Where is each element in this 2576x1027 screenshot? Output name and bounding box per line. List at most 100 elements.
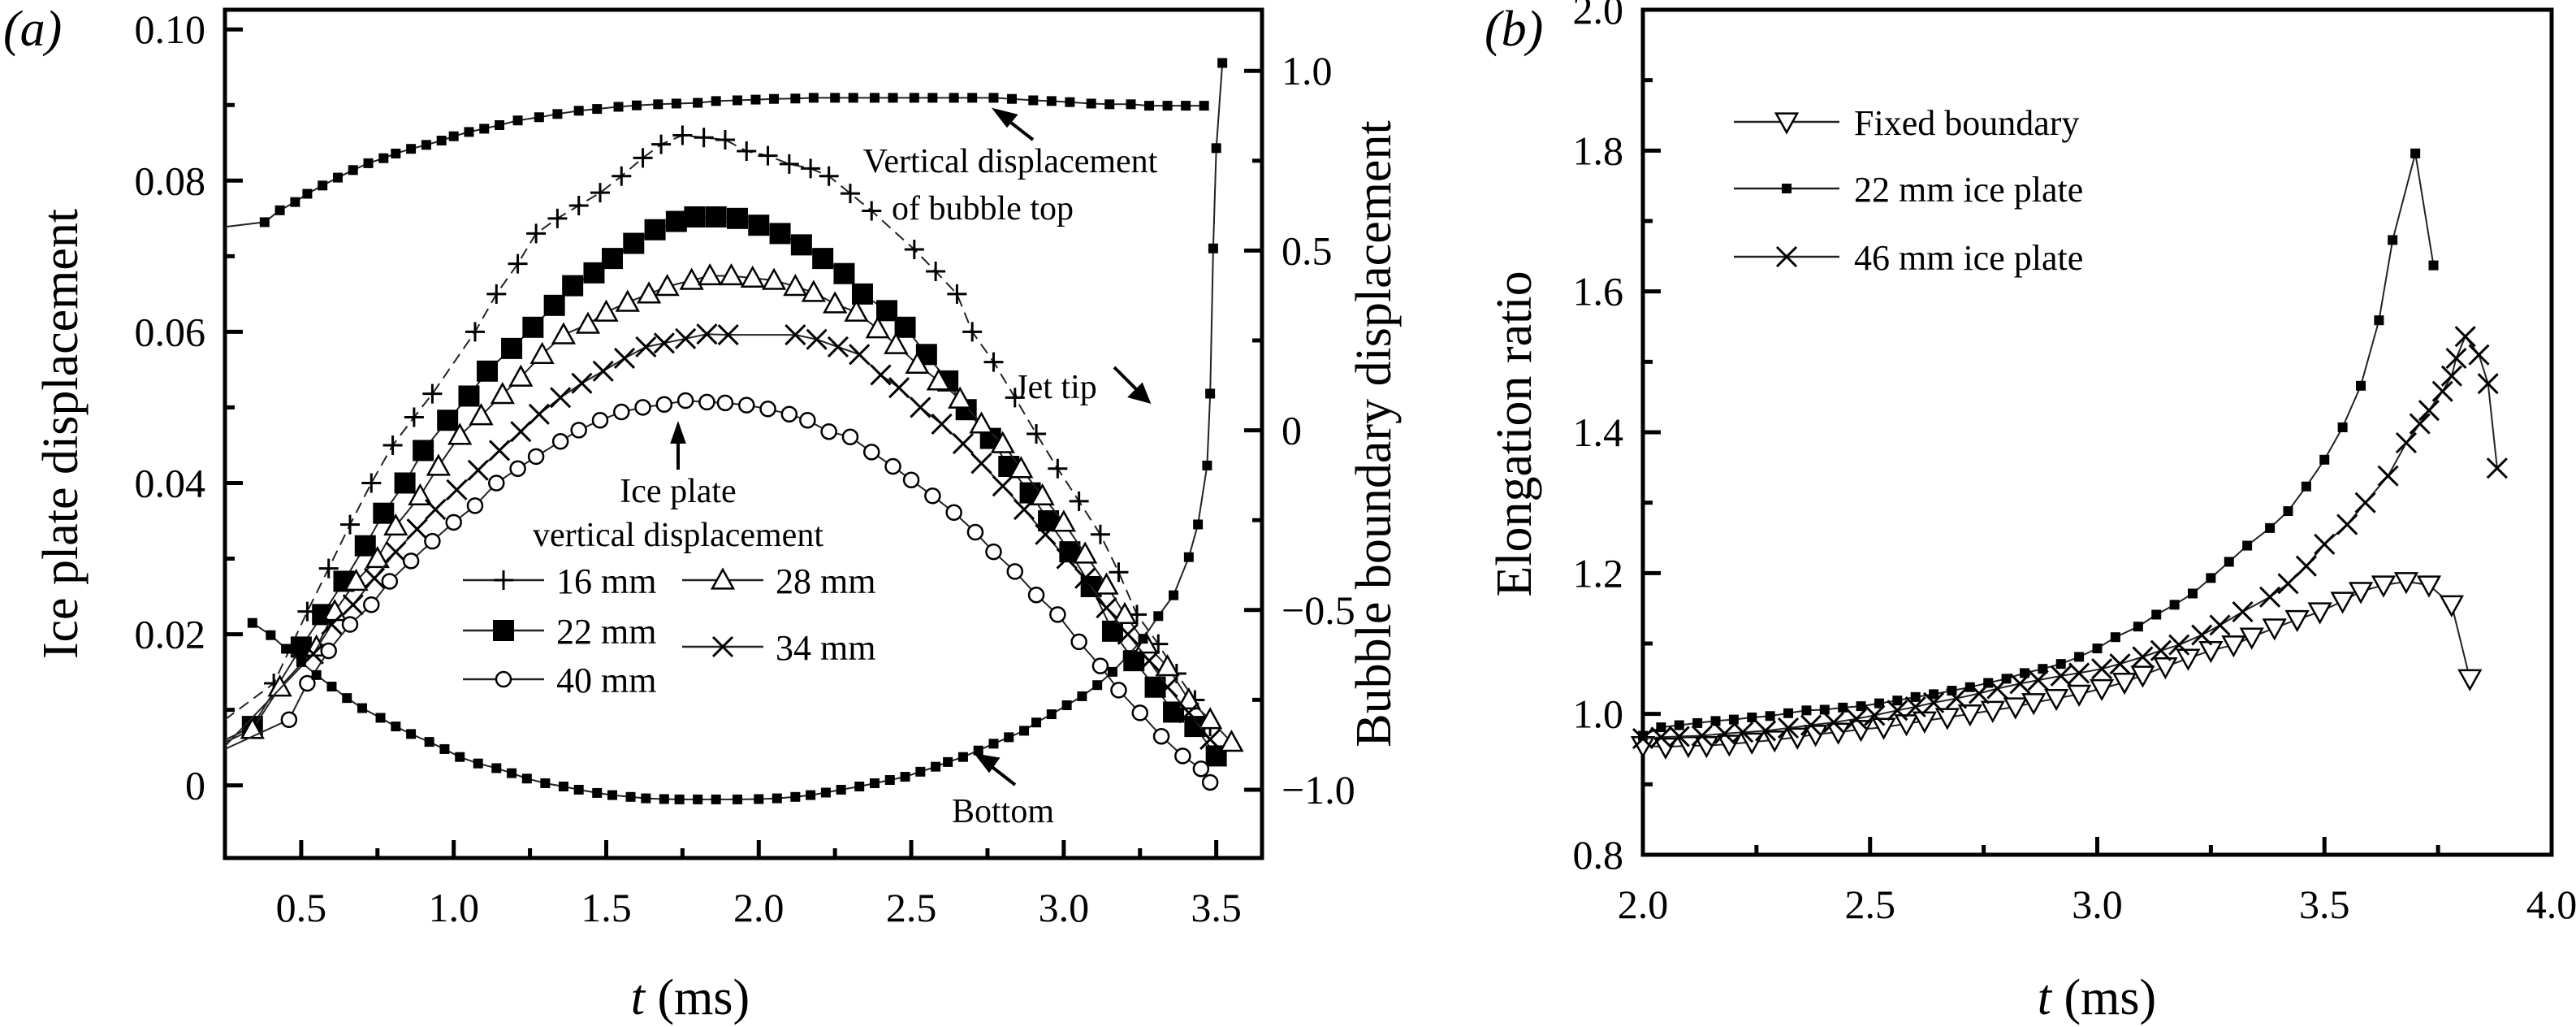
data-point xyxy=(1714,722,1735,744)
x-tick-label: 1.5 xyxy=(581,885,632,930)
data-point xyxy=(422,384,443,404)
data-point xyxy=(280,711,298,728)
data-point xyxy=(613,403,630,421)
data-point xyxy=(320,642,337,660)
data-point xyxy=(1934,708,1960,730)
data-point xyxy=(406,144,417,154)
data-point xyxy=(2198,641,2224,664)
data-point xyxy=(693,794,703,804)
data-point xyxy=(348,165,358,176)
data-point xyxy=(583,262,605,284)
data-point xyxy=(841,428,859,445)
data-point xyxy=(957,752,968,762)
xlabel-unit: (ms) xyxy=(2051,970,2156,1025)
data-point xyxy=(705,206,727,228)
data-point xyxy=(2221,635,2246,658)
legend: Fixed boundary 22 mm ice plate 46 mm ice p… xyxy=(1734,103,2083,278)
panel-a-y2label: Bubble boundary displacement xyxy=(1346,120,1402,747)
legend-marker xyxy=(711,635,734,658)
legend-item: 22 mm ice plate xyxy=(1734,170,2083,210)
data-point xyxy=(2336,514,2358,535)
data-point xyxy=(693,98,703,108)
data-point xyxy=(1199,101,1209,111)
data-point xyxy=(970,453,992,474)
data-point xyxy=(1964,682,1975,692)
y-tick-label: 1.4 xyxy=(1573,410,1624,455)
data-point xyxy=(2486,457,2508,479)
data-point xyxy=(840,184,860,204)
data-point xyxy=(424,737,434,748)
data-point xyxy=(1674,720,1684,730)
data-point xyxy=(779,154,799,174)
data-point xyxy=(1201,774,1219,791)
data-point xyxy=(1056,548,1078,570)
data-point xyxy=(1156,676,1178,698)
data-point xyxy=(421,140,431,150)
data-point xyxy=(823,291,848,314)
data-point xyxy=(808,93,819,103)
data-point xyxy=(849,344,871,366)
data-point xyxy=(607,790,617,800)
data-point xyxy=(836,784,846,795)
y-tick-label: 0.02 xyxy=(135,612,206,657)
data-point xyxy=(562,275,584,297)
data-point xyxy=(1980,700,2005,723)
data-point xyxy=(1632,727,1654,750)
data-point xyxy=(2348,582,2374,604)
data-point xyxy=(679,267,704,290)
y2-tick-label: 1.0 xyxy=(1282,48,1333,93)
data-point xyxy=(888,93,898,103)
legend-item: 34 mm xyxy=(682,628,875,668)
data-point xyxy=(385,541,407,563)
data-point xyxy=(267,674,292,697)
annotation-top-2: of bubble top xyxy=(892,190,1074,228)
data-point xyxy=(876,300,898,322)
y2-tick-label: −1.0 xyxy=(1282,767,1355,812)
data-point xyxy=(1174,748,1191,765)
series-line xyxy=(1642,335,2498,739)
data-point xyxy=(1091,657,1109,674)
data-point xyxy=(2027,670,2049,691)
data-point xyxy=(1819,704,1830,715)
data-point xyxy=(1090,524,1110,544)
data-point xyxy=(2354,492,2376,514)
data-point xyxy=(2176,648,2201,671)
data-point xyxy=(1694,736,1719,759)
data-point xyxy=(790,234,812,256)
y-tick-label: 0 xyxy=(185,763,205,808)
data-point xyxy=(2224,557,2234,567)
data-point xyxy=(2021,693,2047,716)
data-point xyxy=(812,248,834,270)
data-point xyxy=(655,273,680,297)
data-point xyxy=(1046,709,1057,720)
data-point xyxy=(2457,669,2483,691)
data-point xyxy=(521,774,532,784)
data-point xyxy=(2410,148,2421,158)
data-point xyxy=(969,411,994,434)
data-point xyxy=(266,630,276,640)
panel-a: 0.5 1.0 1.5 2.0 2.5 3.0 3.5 0 0.02 0.04 0.06 0.08 0.… xyxy=(135,6,1355,930)
legend-item: 28 mm xyxy=(682,561,875,601)
data-point xyxy=(551,433,569,450)
panel-a-xlabel: t (ms) xyxy=(631,970,750,1025)
data-point xyxy=(844,299,869,322)
data-point xyxy=(551,322,577,344)
data-point xyxy=(1783,708,1794,718)
data-point xyxy=(633,148,653,168)
data-point xyxy=(694,128,714,148)
data-point xyxy=(1094,572,1119,595)
data-point xyxy=(2314,533,2336,555)
data-point xyxy=(326,681,337,691)
data-point xyxy=(1005,388,1025,408)
series-bottom-jet-tip xyxy=(247,58,1228,804)
data-point xyxy=(383,513,408,536)
data-point xyxy=(1048,458,1068,479)
x-tick-label: 1.0 xyxy=(428,885,479,930)
data-point xyxy=(406,729,417,739)
data-point xyxy=(2050,665,2072,687)
data-point xyxy=(1957,704,1982,727)
data-point xyxy=(1178,702,1199,724)
y-tick-label: 1.2 xyxy=(1573,550,1624,596)
data-point xyxy=(436,136,447,146)
